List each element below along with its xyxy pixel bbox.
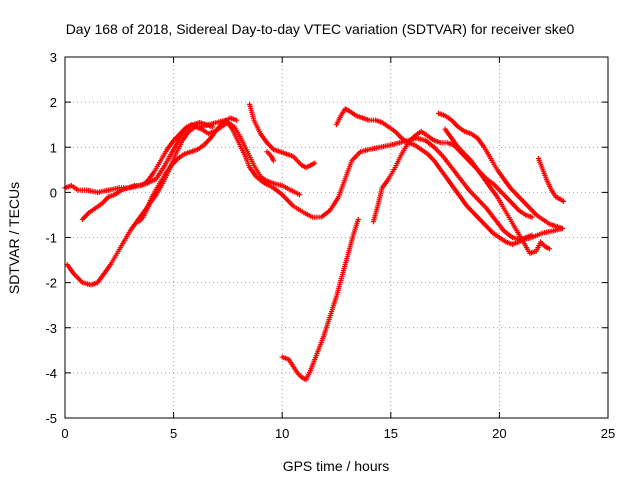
x-tick-label: 5: [170, 426, 177, 441]
y-tick-label: 0: [50, 185, 57, 200]
x-axis-label: GPS time / hours: [283, 458, 390, 474]
x-tick-label: 10: [275, 426, 289, 441]
x-tick-label: 0: [61, 426, 68, 441]
plot-frame: [64, 56, 609, 419]
data-point-trace-6: [270, 158, 277, 164]
data-point-trace-2: [296, 192, 303, 198]
data-point-trace-5: [312, 160, 318, 166]
x-tick-label: 20: [492, 426, 506, 441]
data-point-trace-7: [355, 216, 361, 223]
y-axis-label: SDTVAR / TECUs: [6, 182, 22, 294]
y-tick-label: 2: [50, 95, 57, 110]
y-tick-label: -1: [45, 231, 57, 246]
y-tick-label: -3: [45, 321, 57, 336]
data-point-trace-8: [529, 232, 535, 238]
x-tick-label: 25: [601, 426, 615, 441]
chart-title: Day 168 of 2018, Sidereal Day-to-day VTE…: [66, 21, 575, 37]
data-point-trace-12: [560, 198, 567, 204]
y-tick-label: -5: [45, 411, 57, 426]
data-point-trace-3: [210, 124, 216, 130]
data-point-trace-11: [546, 246, 552, 252]
data-point-trace-4: [233, 117, 240, 123]
x-tick-label: 15: [384, 426, 398, 441]
axis-ticks: 0 5 10 15 20 25 -5 -4 -3 -2 -1 0 1 2 3: [45, 50, 615, 441]
data-point-trace-10: [559, 225, 565, 232]
y-tick-label: -2: [45, 276, 57, 291]
data-point-trace-9: [529, 214, 535, 220]
y-tick-label: 3: [50, 50, 57, 65]
data-marks: [62, 101, 567, 383]
y-tick-label: -4: [45, 366, 57, 381]
y-tick-label: 1: [50, 140, 57, 155]
